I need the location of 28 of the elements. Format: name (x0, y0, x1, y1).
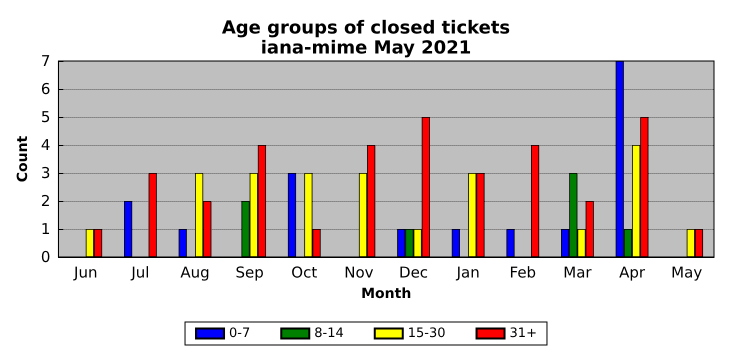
x-axis-title: Month (361, 286, 412, 302)
legend-label: 31+ (510, 326, 537, 341)
y-tick-label: 4 (40, 136, 50, 154)
y-axis-title: Count (15, 135, 31, 182)
x-tick-label: Sep (236, 264, 264, 282)
x-tick-label: Aug (180, 264, 210, 282)
x-tick-label: Jul (130, 264, 150, 282)
x-tick-label: Feb (510, 264, 536, 282)
x-tick-label: Apr (619, 264, 646, 282)
y-tick-label: 0 (40, 248, 50, 266)
legend-label: 8-14 (314, 326, 344, 341)
y-tick-label: 3 (40, 164, 50, 182)
x-tick-label: Oct (291, 264, 318, 282)
x-tick-label: May (671, 264, 702, 282)
legend-label: 0-7 (229, 326, 250, 341)
chart-subtitle: iana-mime May 2021 (260, 38, 472, 58)
legend-label: 15-30 (408, 326, 446, 341)
x-tick-label: Jun (73, 264, 98, 282)
y-tick-label: 1 (40, 220, 50, 238)
x-tick-label: Mar (563, 264, 592, 282)
x-tick-label: Dec (399, 264, 428, 282)
y-tick-label: 6 (40, 80, 50, 98)
chart-title: Age groups of closed tickets (222, 18, 510, 38)
y-tick-label: 2 (40, 192, 50, 210)
x-tick-label: Nov (344, 264, 374, 282)
y-tick-label: 5 (40, 108, 50, 126)
y-tick-label: 7 (40, 52, 50, 70)
x-tick-label: Jan (456, 264, 480, 282)
